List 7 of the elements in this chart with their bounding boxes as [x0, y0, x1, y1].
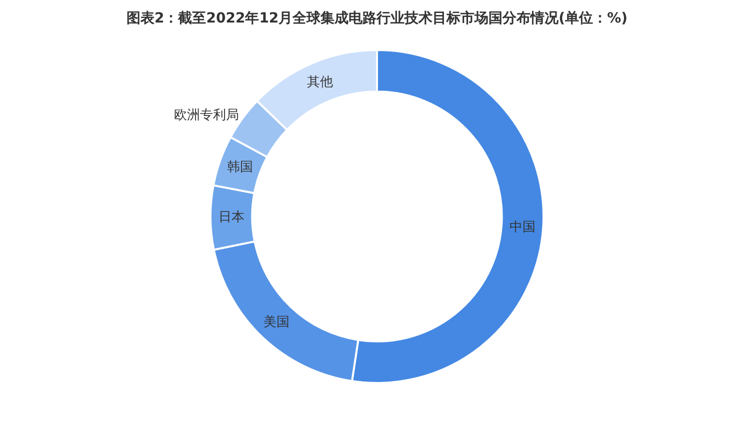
slice-label: 美国: [264, 314, 290, 330]
slice-label: 中国: [509, 220, 536, 235]
slice-label: 日本: [218, 210, 244, 225]
slice-label: 欧洲专利局: [174, 108, 239, 124]
slice-label: 其他: [306, 74, 333, 90]
chart-title: 图表2：截至2022年12月全球集成电路行业技术目标市场国分布情况(单位：%): [126, 10, 628, 27]
slice-label: 韩国: [226, 160, 253, 176]
